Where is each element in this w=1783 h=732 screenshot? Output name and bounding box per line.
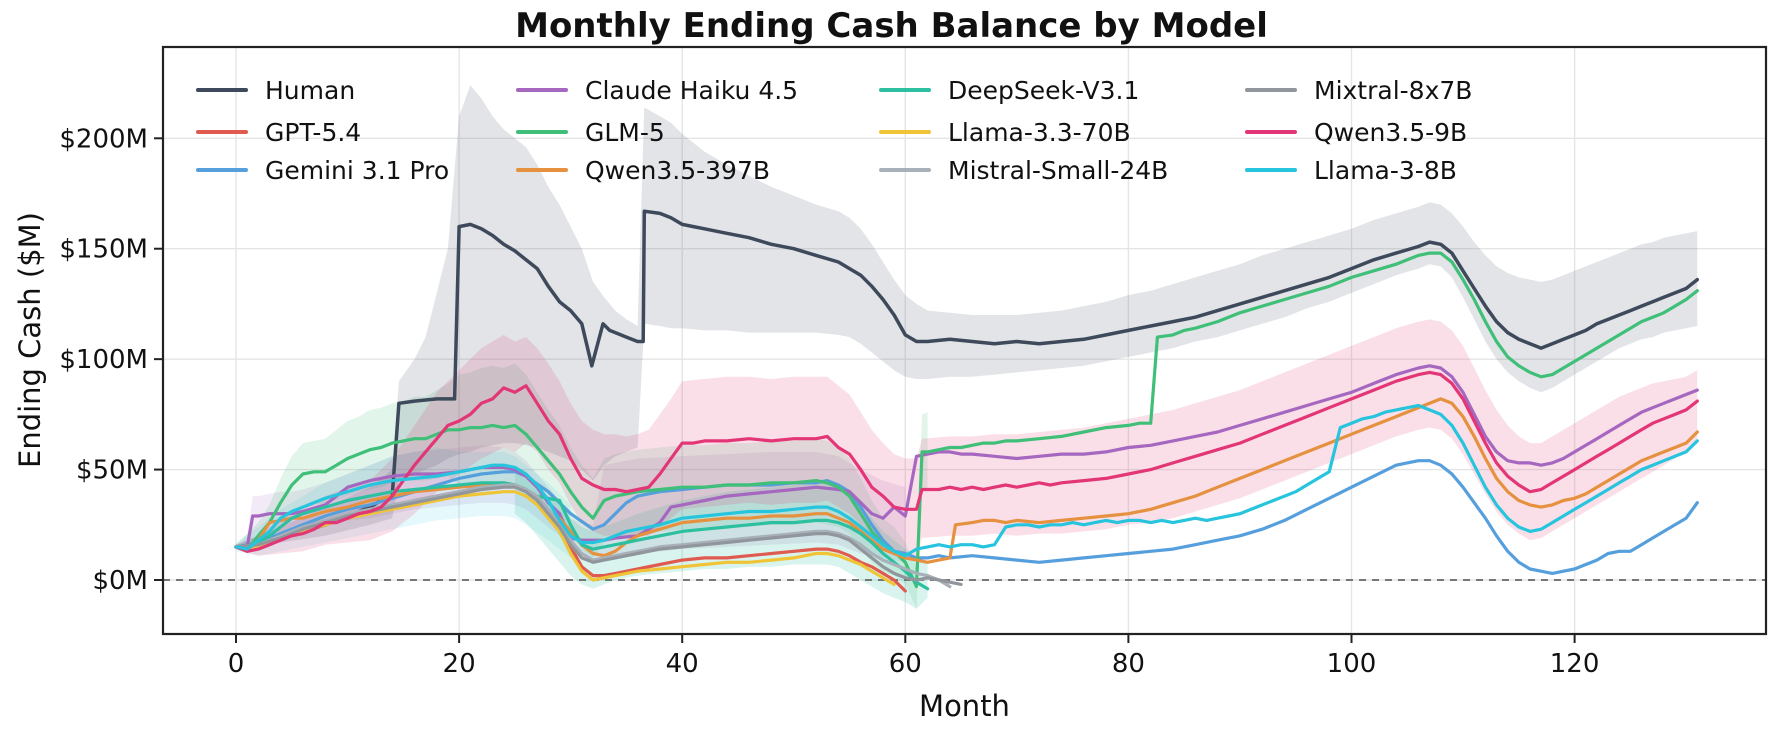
series-line-human (234, 209, 1700, 551)
x-tick-label: 60 (889, 649, 922, 679)
x-tick-label: 40 (666, 649, 699, 679)
x-tick-label: 0 (228, 649, 245, 679)
legend-swatch-qwen3-5-9b (1245, 130, 1297, 134)
legend-item-gpt-5-4: GPT-5.4 (196, 117, 362, 147)
legend-item-llama-3-8b: Llama-3-8B (1245, 155, 1457, 185)
legend-swatch-mistral-small-24b (879, 168, 931, 172)
y-tick-label: $100M (59, 345, 148, 375)
legend-item-qwen3-5-9b: Qwen3.5-9B (1245, 117, 1468, 147)
legend-item-mixtral-8x7b: Mixtral-8x7B (1245, 75, 1473, 105)
band-human-band (236, 85, 1698, 550)
x-axis-label: Month (919, 689, 1010, 723)
y-tick-label: $150M (59, 235, 148, 265)
legend-item-deepseek-v3-1: DeepSeek-V3.1 (879, 75, 1140, 105)
legend-label-qwen3-5-397b: Qwen3.5-397B (585, 155, 770, 185)
y-tick-label: $200M (59, 124, 148, 154)
plot-border (161, 45, 1768, 636)
series-line-llama-3-8b (234, 403, 1699, 558)
series-line-mistral-small-24b (234, 483, 952, 589)
legend-label-glm-5: GLM-5 (585, 117, 665, 147)
legend-label-gpt-5-4: GPT-5.4 (265, 117, 362, 147)
legend-item-llama-3-3-70b: Llama-3.3-70B (879, 117, 1131, 147)
legend-label-deepseek-v3-1: DeepSeek-V3.1 (948, 75, 1140, 105)
x-tick-label: 80 (1112, 649, 1145, 679)
legend-label-gemini-3-1-pro: Gemini 3.1 Pro (265, 155, 450, 185)
legend-swatch-qwen3-5-397b (516, 168, 568, 172)
series-line-qwen3-5-9b (234, 370, 1699, 553)
y-axis-label: Ending Cash ($M) (13, 211, 47, 469)
legend-swatch-deepseek-v3-1 (879, 88, 931, 92)
legend-item-glm-5: GLM-5 (516, 117, 665, 147)
legend-swatch-glm-5 (516, 130, 568, 134)
legend-label-mixtral-8x7b: Mixtral-8x7B (1314, 75, 1473, 105)
legend-label-qwen3-5-9b: Qwen3.5-9B (1314, 117, 1468, 147)
legend-swatch-gemini-3-1-pro (196, 168, 248, 172)
x-tick-label: 20 (443, 649, 476, 679)
legend-label-llama-3-3-70b: Llama-3.3-70B (948, 117, 1131, 147)
legend-swatch-llama-3-3-70b (879, 130, 931, 134)
x-tick-label: 120 (1550, 649, 1600, 679)
band-glm-5-band (236, 363, 928, 609)
legend-swatch-llama-3-8b (1245, 168, 1297, 172)
legend-label-claude-haiku-4-5: Claude Haiku 4.5 (585, 75, 799, 105)
legend-label-mistral-small-24b: Mistral-Small-24B (948, 155, 1169, 185)
series-line-deepseek-v3-1 (234, 481, 930, 591)
x-tick-label: 100 (1327, 649, 1377, 679)
legend-label-human: Human (265, 75, 356, 105)
legend-item-qwen3-5-397b: Qwen3.5-397B (516, 155, 770, 185)
legend-label-llama-3-8b: Llama-3-8B (1314, 155, 1457, 185)
legend-swatch-mixtral-8x7b (1245, 88, 1297, 92)
legend-item-human: Human (196, 75, 356, 105)
legend-swatch-gpt-5-4 (196, 130, 248, 134)
legend-swatch-claude-haiku-4-5 (516, 88, 568, 92)
legend-swatch-human (196, 88, 248, 92)
y-tick-label: $50M (76, 456, 148, 486)
series-line-mixtral-8x7b (234, 485, 963, 586)
legend-item-gemini-3-1-pro: Gemini 3.1 Pro (196, 155, 450, 185)
y-tick-label: $0M (92, 566, 148, 596)
legend-item-claude-haiku-4-5: Claude Haiku 4.5 (516, 75, 799, 105)
legend-item-mistral-small-24b: Mistral-Small-24B (879, 155, 1169, 185)
chart-title: Monthly Ending Cash Balance by Model (515, 6, 1268, 46)
band-qwen3-5-9b-band (236, 319, 1698, 558)
